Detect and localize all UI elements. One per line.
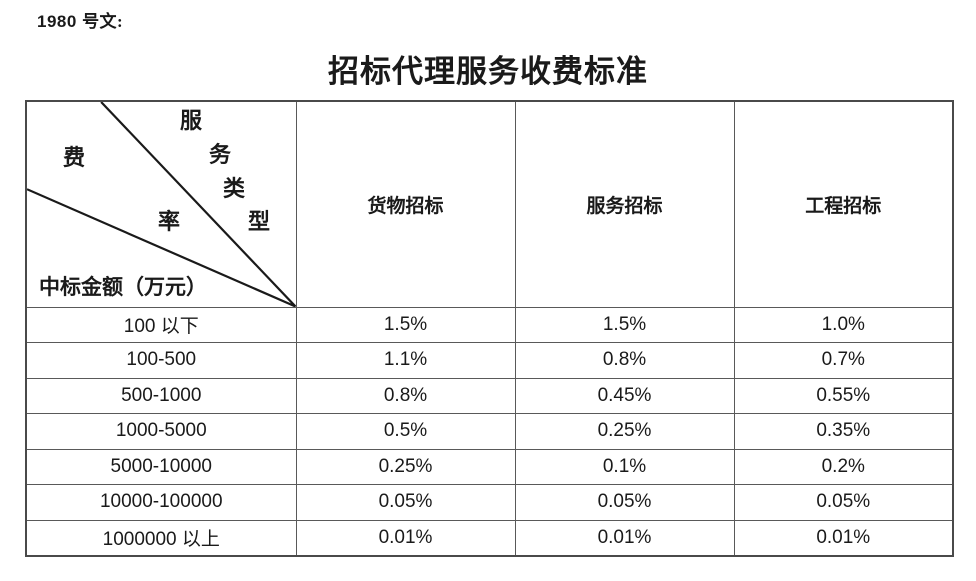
works-rate-cell: 0.05% bbox=[733, 484, 954, 521]
corner-cell: 服 务 类 型 费 率 中标金额（万元） bbox=[25, 100, 297, 308]
doc-reference: 1980 号文: bbox=[37, 7, 123, 32]
services-rate-cell: 0.8% bbox=[514, 342, 735, 379]
amount-range-cell: 1000-5000 bbox=[25, 413, 297, 450]
table-row: 1000-5000 0.5% 0.25% 0.35% bbox=[25, 413, 954, 450]
amount-range-cell: 100 以下 bbox=[25, 306, 297, 343]
table-row: 10000-100000 0.05% 0.05% 0.05% bbox=[25, 484, 954, 521]
goods-rate-cell: 0.01% bbox=[295, 519, 516, 556]
amount-range-cell: 500-1000 bbox=[25, 377, 297, 414]
works-rate-cell: 0.55% bbox=[733, 377, 954, 414]
diagonal-lines bbox=[27, 102, 296, 307]
goods-rate-cell: 0.25% bbox=[295, 448, 516, 485]
corner-label-service-type-char: 类 bbox=[223, 176, 246, 201]
goods-rate-cell: 0.05% bbox=[295, 484, 516, 521]
works-rate-cell: 1.0% bbox=[733, 306, 954, 343]
doc-reference-number: 1980 bbox=[37, 12, 77, 31]
table-row: 1000000 以上 0.01% 0.01% 0.01% bbox=[25, 519, 954, 556]
goods-rate-cell: 0.8% bbox=[295, 377, 516, 414]
works-rate-cell: 0.2% bbox=[733, 448, 954, 485]
corner-label-service-type-char: 服 bbox=[180, 108, 203, 133]
page-title: 招标代理服务收费标准 bbox=[328, 54, 648, 89]
table-row: 5000-10000 0.25% 0.1% 0.2% bbox=[25, 448, 954, 485]
works-rate-cell: 0.7% bbox=[733, 342, 954, 379]
goods-rate-cell: 1.5% bbox=[295, 306, 516, 343]
column-header-works: 工程招标 bbox=[733, 100, 954, 308]
services-rate-cell: 0.05% bbox=[514, 484, 735, 521]
services-rate-cell: 1.5% bbox=[514, 306, 735, 343]
corner-label-bid-amount: 中标金额（万元） bbox=[39, 274, 207, 299]
table-row: 100-500 1.1% 0.8% 0.7% bbox=[25, 342, 954, 379]
amount-range-cell: 100-500 bbox=[25, 342, 297, 379]
corner-label-fee-rate-char: 率 bbox=[158, 209, 181, 234]
services-rate-cell: 0.25% bbox=[514, 413, 735, 450]
table-row: 500-1000 0.8% 0.45% 0.55% bbox=[25, 377, 954, 414]
column-header-goods: 货物招标 bbox=[295, 100, 516, 308]
table-row: 100 以下 1.5% 1.5% 1.0% bbox=[25, 306, 954, 343]
amount-range-cell: 10000-100000 bbox=[25, 484, 297, 521]
corner-label-service-type-char: 务 bbox=[209, 142, 232, 167]
amount-range-cell: 5000-10000 bbox=[25, 448, 297, 485]
corner-cell-content: 服 务 类 型 费 率 中标金额（万元） bbox=[27, 102, 296, 307]
column-header-services: 服务招标 bbox=[514, 100, 735, 308]
corner-label-fee-rate-char: 费 bbox=[63, 145, 86, 170]
table-header-row: 服 务 类 型 费 率 中标金额（万元） 货物招标 服务招标 工程招标 bbox=[25, 100, 954, 308]
services-rate-cell: 0.01% bbox=[514, 519, 735, 556]
amount-range-cell: 1000000 以上 bbox=[25, 519, 297, 556]
goods-rate-cell: 1.1% bbox=[295, 342, 516, 379]
services-rate-cell: 0.1% bbox=[514, 448, 735, 485]
goods-rate-cell: 0.5% bbox=[295, 413, 516, 450]
works-rate-cell: 0.01% bbox=[733, 519, 954, 556]
services-rate-cell: 0.45% bbox=[514, 377, 735, 414]
fee-table: 服 务 类 型 费 率 中标金额（万元） 货物招标 服务招标 工程招标 100 … bbox=[25, 100, 954, 557]
doc-reference-label: 号文: bbox=[82, 12, 124, 31]
works-rate-cell: 0.35% bbox=[733, 413, 954, 450]
corner-label-service-type-char: 型 bbox=[248, 209, 271, 234]
